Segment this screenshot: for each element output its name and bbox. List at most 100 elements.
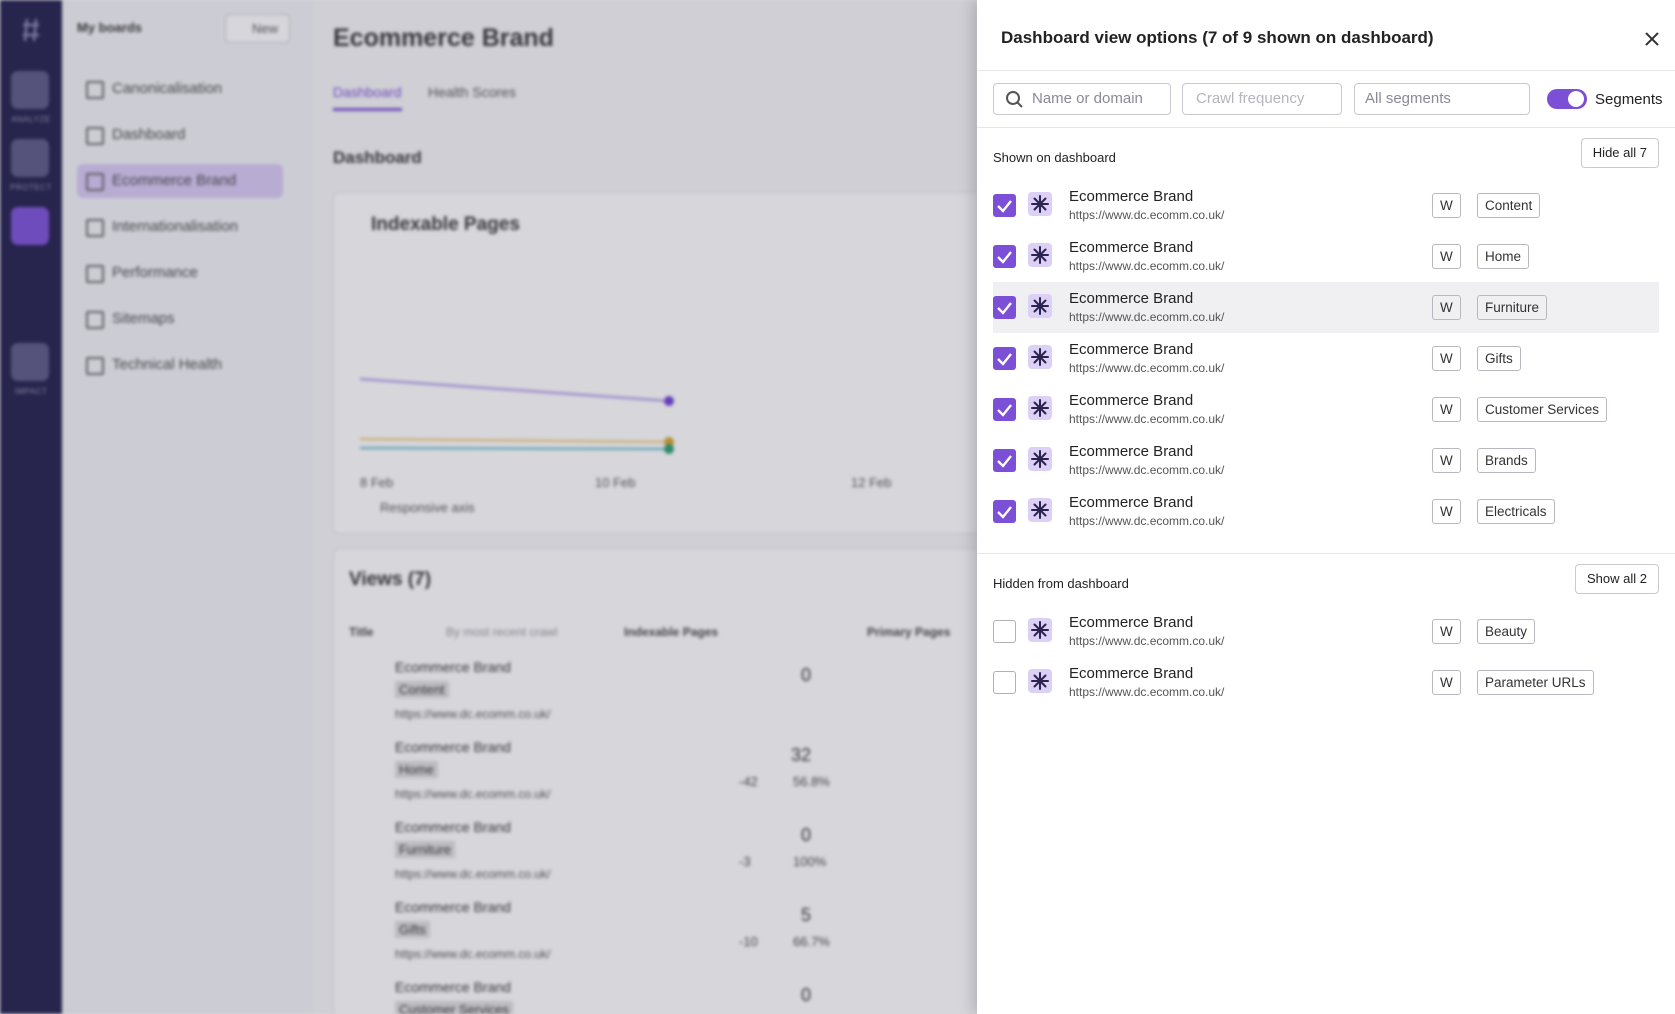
board-item[interactable]: Technical Health xyxy=(77,348,283,382)
row-segment: Gifts xyxy=(395,921,430,938)
site-url: https://www.dc.ecomm.co.uk/ xyxy=(1069,685,1225,699)
checkbox[interactable] xyxy=(993,620,1016,643)
row-value: 32 xyxy=(790,745,811,765)
row-pct: 66.7% xyxy=(793,934,830,949)
panel-title: Dashboard view options (7 of 9 shown on … xyxy=(1001,28,1434,47)
badge: W xyxy=(1432,448,1461,473)
row-segment: Home xyxy=(395,761,438,778)
asterisk-icon xyxy=(1031,348,1049,366)
nav-button[interactable] xyxy=(11,207,49,245)
site-name: Ecommerce Brand xyxy=(1069,290,1194,307)
column-header: By most recent crawl xyxy=(446,625,558,639)
new-board-button[interactable]: New xyxy=(225,14,291,43)
site-name: Ecommerce Brand xyxy=(1069,341,1194,358)
site-url: https://www.dc.ecomm.co.uk/ xyxy=(1069,634,1225,648)
checkbox[interactable] xyxy=(993,245,1016,268)
search-icon xyxy=(1006,91,1023,108)
column-header: Title xyxy=(349,625,374,639)
nav-label: PROTECT xyxy=(10,183,52,192)
checkbox[interactable] xyxy=(993,194,1016,217)
nav-rail: ANALYZE PROTECT IMPACT xyxy=(0,0,62,1014)
checkbox[interactable] xyxy=(993,347,1016,370)
segment-chip: Home xyxy=(1477,244,1530,269)
site-icon xyxy=(1028,243,1052,267)
views-title: Views (7) xyxy=(349,569,432,590)
site-icon xyxy=(1028,192,1052,216)
nav-button[interactable] xyxy=(11,139,49,177)
site-name: Ecommerce Brand xyxy=(1069,188,1194,205)
tab[interactable]: Dashboard xyxy=(333,84,402,111)
board-item[interactable]: Dashboard xyxy=(77,118,283,152)
divider xyxy=(977,127,1675,128)
views-card: Views (7) Title By most recent crawl Indexa… xyxy=(333,548,977,1014)
check-icon xyxy=(997,455,1012,468)
site-url: https://www.dc.ecomm.co.uk/ xyxy=(1069,412,1225,426)
board-item[interactable]: Ecommerce Brand xyxy=(77,164,283,198)
badge: W xyxy=(1432,619,1461,644)
site-name: Ecommerce Brand xyxy=(1069,494,1194,511)
site-url: https://www.dc.ecomm.co.uk/ xyxy=(1069,259,1225,273)
row-url: https://www.dc.ecomm.co.uk/ xyxy=(395,947,551,961)
checkbox[interactable] xyxy=(993,449,1016,472)
list-row: Ecommerce Brand https://www.dc.ecomm.co.u… xyxy=(993,657,1659,708)
site-icon xyxy=(1028,498,1052,522)
badge: W xyxy=(1432,346,1461,371)
segment-chip: Electricals xyxy=(1477,499,1555,524)
asterisk-icon xyxy=(1031,297,1049,315)
list-row: Ecommerce Brand https://www.dc.ecomm.co.u… xyxy=(993,606,1659,657)
badge: W xyxy=(1432,397,1461,422)
nav-button[interactable] xyxy=(11,343,49,381)
badge: W xyxy=(1432,295,1461,320)
tab[interactable]: Health Scores xyxy=(428,84,516,100)
search-input[interactable]: Name or domain xyxy=(993,83,1171,115)
modal-overlay[interactable] xyxy=(0,0,977,1014)
nav-label: ANALYZE xyxy=(11,115,51,124)
site-name: Ecommerce Brand xyxy=(1069,665,1194,682)
checkbox[interactable] xyxy=(993,296,1016,319)
row-change: -3 xyxy=(739,854,751,869)
board-item[interactable]: Internationalisation xyxy=(77,210,283,244)
row-name: Ecommerce Brand xyxy=(395,739,511,755)
row-change: -10 xyxy=(739,934,758,949)
list-row: Ecommerce Brand https://www.dc.ecomm.co.u… xyxy=(993,384,1659,435)
section-button[interactable]: Hide all 7 xyxy=(1580,138,1659,168)
row-name: Ecommerce Brand xyxy=(395,819,511,835)
x-axis-label: 8 Feb xyxy=(360,475,394,490)
checkbox[interactable] xyxy=(993,398,1016,421)
row-value: 0 xyxy=(800,665,811,685)
row-segment: Content xyxy=(395,681,449,698)
section-button[interactable]: Show all 2 xyxy=(1575,564,1659,594)
check-icon xyxy=(997,404,1012,417)
section-title: Dashboard xyxy=(333,148,422,167)
checkbox[interactable] xyxy=(993,671,1016,694)
responsive-axis-checkbox[interactable]: Responsive axis xyxy=(380,500,475,515)
board-item[interactable]: Canonicalisation xyxy=(77,72,283,106)
chart-lines xyxy=(359,378,674,454)
row-url: https://www.dc.ecomm.co.uk/ xyxy=(395,787,551,801)
site-name: Ecommerce Brand xyxy=(1069,443,1194,460)
site-name: Ecommerce Brand xyxy=(1069,239,1194,256)
chart-card: Indexable Pages 8 Feb 10 Feb 12 Feb Responsi… xyxy=(333,192,977,534)
close-button[interactable] xyxy=(1643,30,1661,48)
row-name: Ecommerce Brand xyxy=(395,659,511,675)
row-url: https://www.dc.ecomm.co.uk/ xyxy=(395,707,551,721)
nav-button[interactable] xyxy=(11,71,49,109)
section-heading: Hidden from dashboard xyxy=(993,576,1129,591)
board-item[interactable]: Performance xyxy=(77,256,283,290)
segment-chip: Customer Services xyxy=(1477,397,1608,422)
site-name: Ecommerce Brand xyxy=(1069,614,1194,631)
site-url: https://www.dc.ecomm.co.uk/ xyxy=(1069,514,1225,528)
checkbox[interactable] xyxy=(993,500,1016,523)
main-content: Ecommerce Brand Dashboard Health Scores Das… xyxy=(313,0,977,1014)
board-item[interactable]: Sitemaps xyxy=(77,302,283,336)
view-options-panel: Dashboard view options (7 of 9 shown on … xyxy=(977,0,1675,1014)
row-url: https://www.dc.ecomm.co.uk/ xyxy=(395,867,551,881)
crawl-frequency-select[interactable]: Crawl frequency xyxy=(1182,83,1342,115)
row-segment: Customer Services xyxy=(395,1001,513,1014)
segment-chip: Brands xyxy=(1477,448,1536,473)
divider xyxy=(977,70,1675,71)
boards-title: My boards xyxy=(77,20,143,35)
asterisk-icon xyxy=(1031,246,1049,264)
segments-select[interactable]: All segments xyxy=(1354,83,1530,115)
